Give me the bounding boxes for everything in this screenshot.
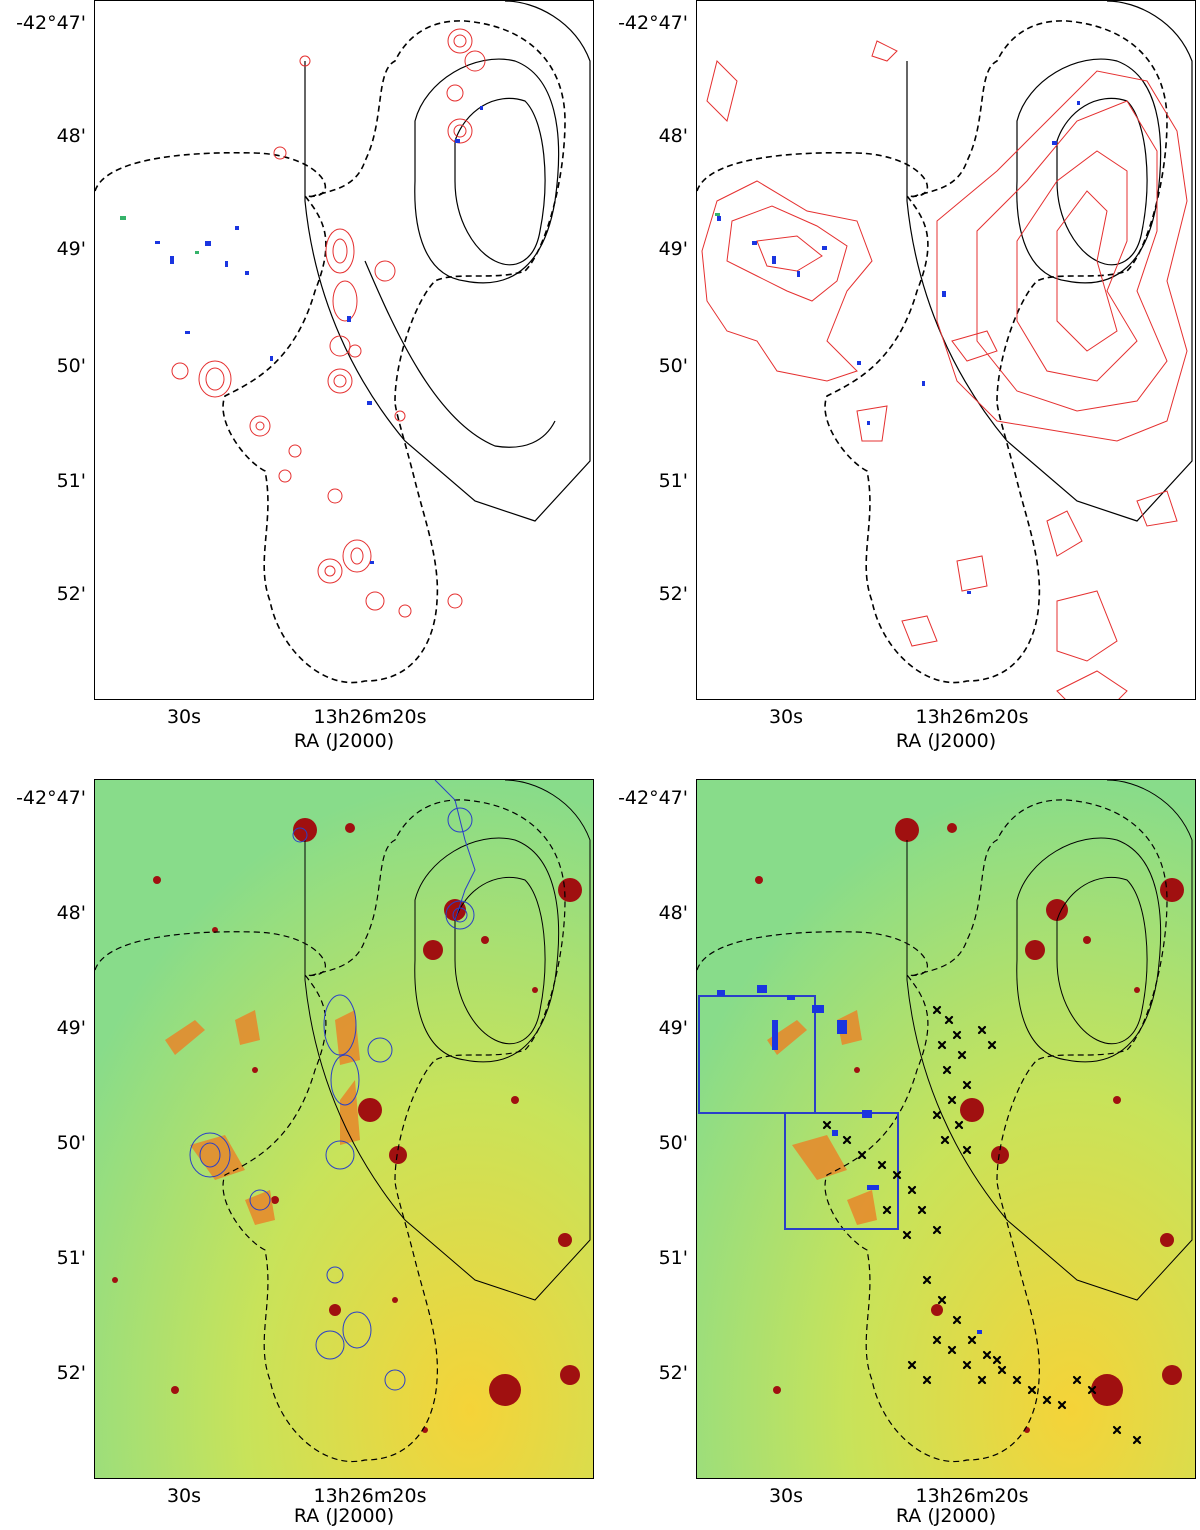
cross-marker (962, 1145, 972, 1155)
cross-marker (857, 1150, 867, 1160)
y-tick-label: 48' (56, 902, 86, 924)
y-tick-label: -42°47' (618, 787, 688, 809)
cross-marker (947, 1095, 957, 1105)
cross-marker (957, 1050, 967, 1060)
cross-marker (907, 1360, 917, 1370)
optical-image (697, 780, 1195, 1478)
cross-marker (962, 1360, 972, 1370)
cross-marker (932, 1335, 942, 1345)
y-tick-label: 51' (56, 470, 86, 492)
cross-marker (1027, 1385, 1037, 1395)
y-tick-label: 50' (658, 1132, 688, 1154)
cross-marker (902, 1230, 912, 1240)
y-tick-label: 50' (56, 1132, 86, 1154)
x-axis-label: RA (J2000) (293, 1505, 395, 1527)
cross-marker (937, 1040, 947, 1050)
cross-marker (967, 1335, 977, 1345)
plot-frame (94, 779, 594, 1479)
region-box (698, 995, 816, 1114)
cross-marker (977, 1375, 987, 1385)
y-tick-label: 49' (56, 238, 86, 260)
y-tick-label: 48' (56, 125, 86, 147)
y-tick-label: -42°47' (16, 787, 86, 809)
cross-marker (917, 1205, 927, 1215)
y-tick-label: 52' (56, 1362, 86, 1384)
panel-top-left: -42°47' 48' 49' 50' 51' 52' (0, 0, 600, 765)
cross-marker (922, 1375, 932, 1385)
plot-frame (696, 779, 1196, 1479)
cross-marker (877, 1160, 887, 1170)
y-tick-label: 52' (658, 583, 688, 605)
cross-marker (907, 1185, 917, 1195)
y-tick-label: 50' (658, 355, 688, 377)
cross-marker (954, 1120, 964, 1130)
plot-frame (696, 0, 1196, 700)
cross-marker (947, 1345, 957, 1355)
cross-marker (940, 1135, 950, 1145)
cross-marker (882, 1205, 892, 1215)
cross-marker (942, 1065, 952, 1075)
y-tick-label: 48' (658, 125, 688, 147)
x-axis-label: RA (J2000) (293, 730, 395, 752)
cross-marker (922, 1275, 932, 1285)
cross-marker (997, 1365, 1007, 1375)
x-axis-label: RA (J2000) (895, 730, 997, 752)
cross-marker (952, 1030, 962, 1040)
x-tick-label: 30s (166, 1485, 202, 1507)
cross-marker (1112, 1425, 1122, 1435)
panel-top-right: -42°47' 48' 49' 50' 51' 52' (602, 0, 1200, 765)
y-tick-label: 52' (658, 1362, 688, 1384)
cross-marker (982, 1350, 992, 1360)
x-tick-label: 13h26m20s (313, 706, 427, 728)
x-tick-label: 13h26m20s (915, 1485, 1029, 1507)
cross-marker (932, 1005, 942, 1015)
y-tick-label: 49' (56, 1017, 86, 1039)
x-tick-label: 30s (166, 706, 202, 728)
y-tick-label: 48' (658, 902, 688, 924)
x-axis-label: RA (J2000) (895, 1505, 997, 1527)
x-tick-label: 30s (768, 706, 804, 728)
cross-marker (987, 1040, 997, 1050)
cross-marker (1132, 1435, 1142, 1445)
panel-bottom-left: -42°47' 48' 49' 50' 51' 52' (0, 765, 600, 1530)
cross-marker (842, 1135, 852, 1145)
cross-marker (1057, 1400, 1067, 1410)
cross-marker (1012, 1375, 1022, 1385)
cross-marker (992, 1355, 1002, 1365)
cross-marker (1042, 1395, 1052, 1405)
cross-marker (1087, 1385, 1097, 1395)
y-tick-label: 51' (56, 1247, 86, 1269)
cross-marker (1072, 1375, 1082, 1385)
cross-marker (944, 1015, 954, 1025)
contour-map (697, 1, 1193, 699)
cross-marker (977, 1025, 987, 1035)
y-tick-label: -42°47' (16, 12, 86, 34)
x-tick-label: 13h26m20s (313, 1485, 427, 1507)
x-tick-label: 30s (768, 1485, 804, 1507)
cross-marker (932, 1225, 942, 1235)
y-tick-label: 50' (56, 355, 86, 377)
cross-marker (932, 1110, 942, 1120)
panel-bottom-right: -42°47' 48' 49' 50' 51' 52' (602, 765, 1200, 1530)
y-tick-label: -42°47' (618, 12, 688, 34)
y-tick-label: 51' (658, 470, 688, 492)
x-tick-label: 13h26m20s (915, 706, 1029, 728)
plot-frame (94, 0, 594, 700)
region-box (784, 1112, 899, 1230)
y-tick-label: 49' (658, 1017, 688, 1039)
optical-image (95, 780, 593, 1478)
contour-map (95, 1, 591, 684)
cross-markers (822, 1005, 1142, 1445)
y-tick-label: 51' (658, 1247, 688, 1269)
cross-marker (952, 1315, 962, 1325)
cross-marker (962, 1080, 972, 1090)
cross-marker (822, 1120, 832, 1130)
cross-marker (937, 1295, 947, 1305)
y-tick-label: 49' (658, 238, 688, 260)
cross-marker (892, 1170, 902, 1180)
y-tick-label: 52' (56, 583, 86, 605)
